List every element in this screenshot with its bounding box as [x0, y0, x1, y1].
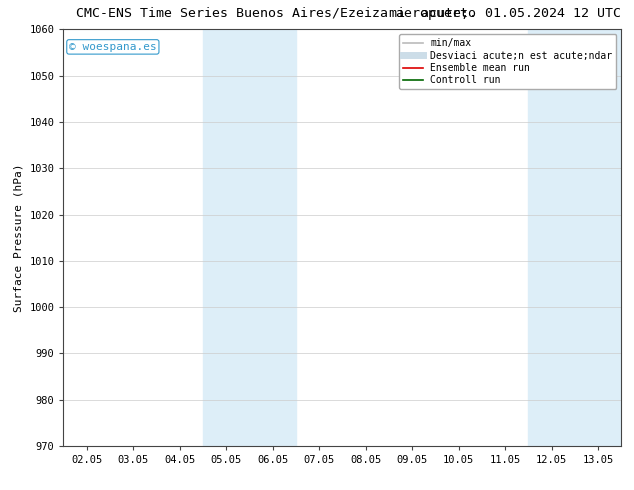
- Bar: [203, 29, 296, 446]
- Text: mi  acute;. 01.05.2024 12 UTC: mi acute;. 01.05.2024 12 UTC: [389, 7, 621, 21]
- Text: © woespana.es: © woespana.es: [69, 42, 157, 52]
- Y-axis label: Surface Pressure (hPa): Surface Pressure (hPa): [14, 163, 24, 312]
- Text: CMC-ENS Time Series Buenos Aires/Ezeiza aeropuerto: CMC-ENS Time Series Buenos Aires/Ezeiza …: [76, 7, 476, 21]
- Legend: min/max, Desviaci acute;n est acute;ndar, Ensemble mean run, Controll run: min/max, Desviaci acute;n est acute;ndar…: [399, 34, 616, 89]
- Bar: [528, 29, 621, 446]
